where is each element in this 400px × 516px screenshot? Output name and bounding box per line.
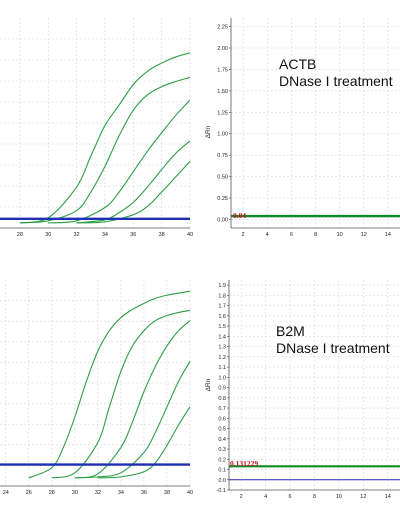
y-tick-label: 0.0 xyxy=(218,478,226,484)
y-tick-label: 1.00 xyxy=(217,132,228,138)
y-tick-label: -0.1 xyxy=(217,488,226,494)
y-tick-label: 1.5 xyxy=(218,324,226,330)
gene-label: ACTB xyxy=(279,56,316,72)
y-tick-label: 1.4 xyxy=(218,334,226,340)
x-tick-label: 8 xyxy=(314,232,317,238)
y-tick-label: 0.3 xyxy=(218,447,226,453)
y-tick-label: 0.9 xyxy=(218,386,226,392)
amplification-curve xyxy=(28,290,191,479)
x-tick-label: 2 xyxy=(240,494,243,500)
x-tick-label: 36 xyxy=(141,490,147,496)
amplification-plot-bottom-right: 2 4 6 8 10 12 14 -0.1 0.0 0.1 0.2 0.3 0.4 0.5 0.6 0.7 0… xyxy=(205,280,400,500)
amplification-curve xyxy=(74,360,191,479)
y-tick-label: 0.75 xyxy=(217,153,228,159)
amplification-curve xyxy=(97,406,191,479)
y-tick-label: 0.6 xyxy=(218,416,226,422)
x-tick-label: 30 xyxy=(72,490,78,496)
amplification-curve xyxy=(74,320,191,479)
x-tick-label: 30 xyxy=(45,232,51,238)
x-tick-label: 28 xyxy=(17,232,23,238)
x-tick-label: 4 xyxy=(264,494,267,500)
y-tick-label: 2.25 xyxy=(217,25,228,31)
x-tick-label: 6 xyxy=(289,494,292,500)
treatment-label: DNase I treatment xyxy=(279,73,393,89)
x-tick-label: 10 xyxy=(337,232,343,238)
y-tick-label: 1.9 xyxy=(218,283,226,289)
x-tick-label: 38 xyxy=(159,232,165,238)
y-tick-label: 1.25 xyxy=(217,110,228,116)
y-tick-label: 1.8 xyxy=(218,293,226,299)
y-tick-label: 1.6 xyxy=(218,314,226,320)
x-tick-label: 12 xyxy=(361,232,367,238)
x-tick-label: 36 xyxy=(130,232,136,238)
y-tick-label: 1.2 xyxy=(218,355,226,361)
threshold-label: 0.04 xyxy=(233,211,246,220)
x-tick-label: 14 xyxy=(385,494,391,500)
y-tick-label: 0.8 xyxy=(218,396,226,402)
x-tick-label: 14 xyxy=(385,232,391,238)
y-tick-label: 0.25 xyxy=(217,196,228,202)
y-tick-label: 1.0 xyxy=(218,375,226,381)
amplification-curve xyxy=(19,52,191,224)
amplification-curve xyxy=(19,76,191,224)
x-tick-label: 6 xyxy=(290,232,293,238)
y-axis-label: ΔRn xyxy=(205,125,212,138)
y-tick-label: 1.1 xyxy=(218,365,226,371)
x-tick-label: 40 xyxy=(187,490,193,496)
x-tick-label: 4 xyxy=(266,232,269,238)
x-tick-label: 2 xyxy=(242,232,245,238)
x-tick-label: 38 xyxy=(164,490,170,496)
x-tick-label: 32 xyxy=(74,232,80,238)
x-tick-label: 12 xyxy=(360,494,366,500)
y-tick-label: 0.50 xyxy=(217,175,228,181)
amplification-plot-top-right: 2 4 6 8 10 12 14 0.00 0.25 0.50 0.75 1.00 1.25 1.50 1… xyxy=(205,18,400,238)
y-tick-label: 0.1 xyxy=(218,468,226,474)
x-tick-label: 26 xyxy=(26,490,32,496)
x-tick-label: 24 xyxy=(3,490,9,496)
y-tick-label: 1.3 xyxy=(218,345,226,351)
amplification-curve xyxy=(51,309,191,479)
y-tick-label: 1.75 xyxy=(217,67,228,73)
x-tick-label: 28 xyxy=(49,490,55,496)
y-tick-label: 2.00 xyxy=(217,46,228,52)
x-tick-label: 34 xyxy=(102,232,108,238)
y-tick-label: 0.7 xyxy=(218,406,226,412)
y-tick-label: 0.00 xyxy=(217,217,228,223)
y-tick-label: 0.2 xyxy=(218,457,226,463)
y-tick-label: 0.5 xyxy=(218,427,226,433)
y-tick-label: 0.4 xyxy=(218,437,226,443)
x-tick-label: 8 xyxy=(313,494,316,500)
amplification-plot-bottom-left: 24 26 28 30 32 34 36 38 40 xyxy=(0,280,193,496)
treatment-label: DNase I treatment xyxy=(276,340,390,356)
x-tick-label: 34 xyxy=(118,490,124,496)
gene-label: B2M xyxy=(276,323,305,339)
y-axis-label: ΔRn xyxy=(205,378,212,391)
threshold-label: 0.131229 xyxy=(230,459,258,468)
amplification-curve xyxy=(76,161,191,224)
x-tick-label: 32 xyxy=(95,490,101,496)
x-tick-label: 40 xyxy=(187,232,193,238)
x-tick-label: 10 xyxy=(336,494,342,500)
y-tick-label: 1.50 xyxy=(217,89,228,95)
y-tick-label: 1.7 xyxy=(218,304,226,310)
